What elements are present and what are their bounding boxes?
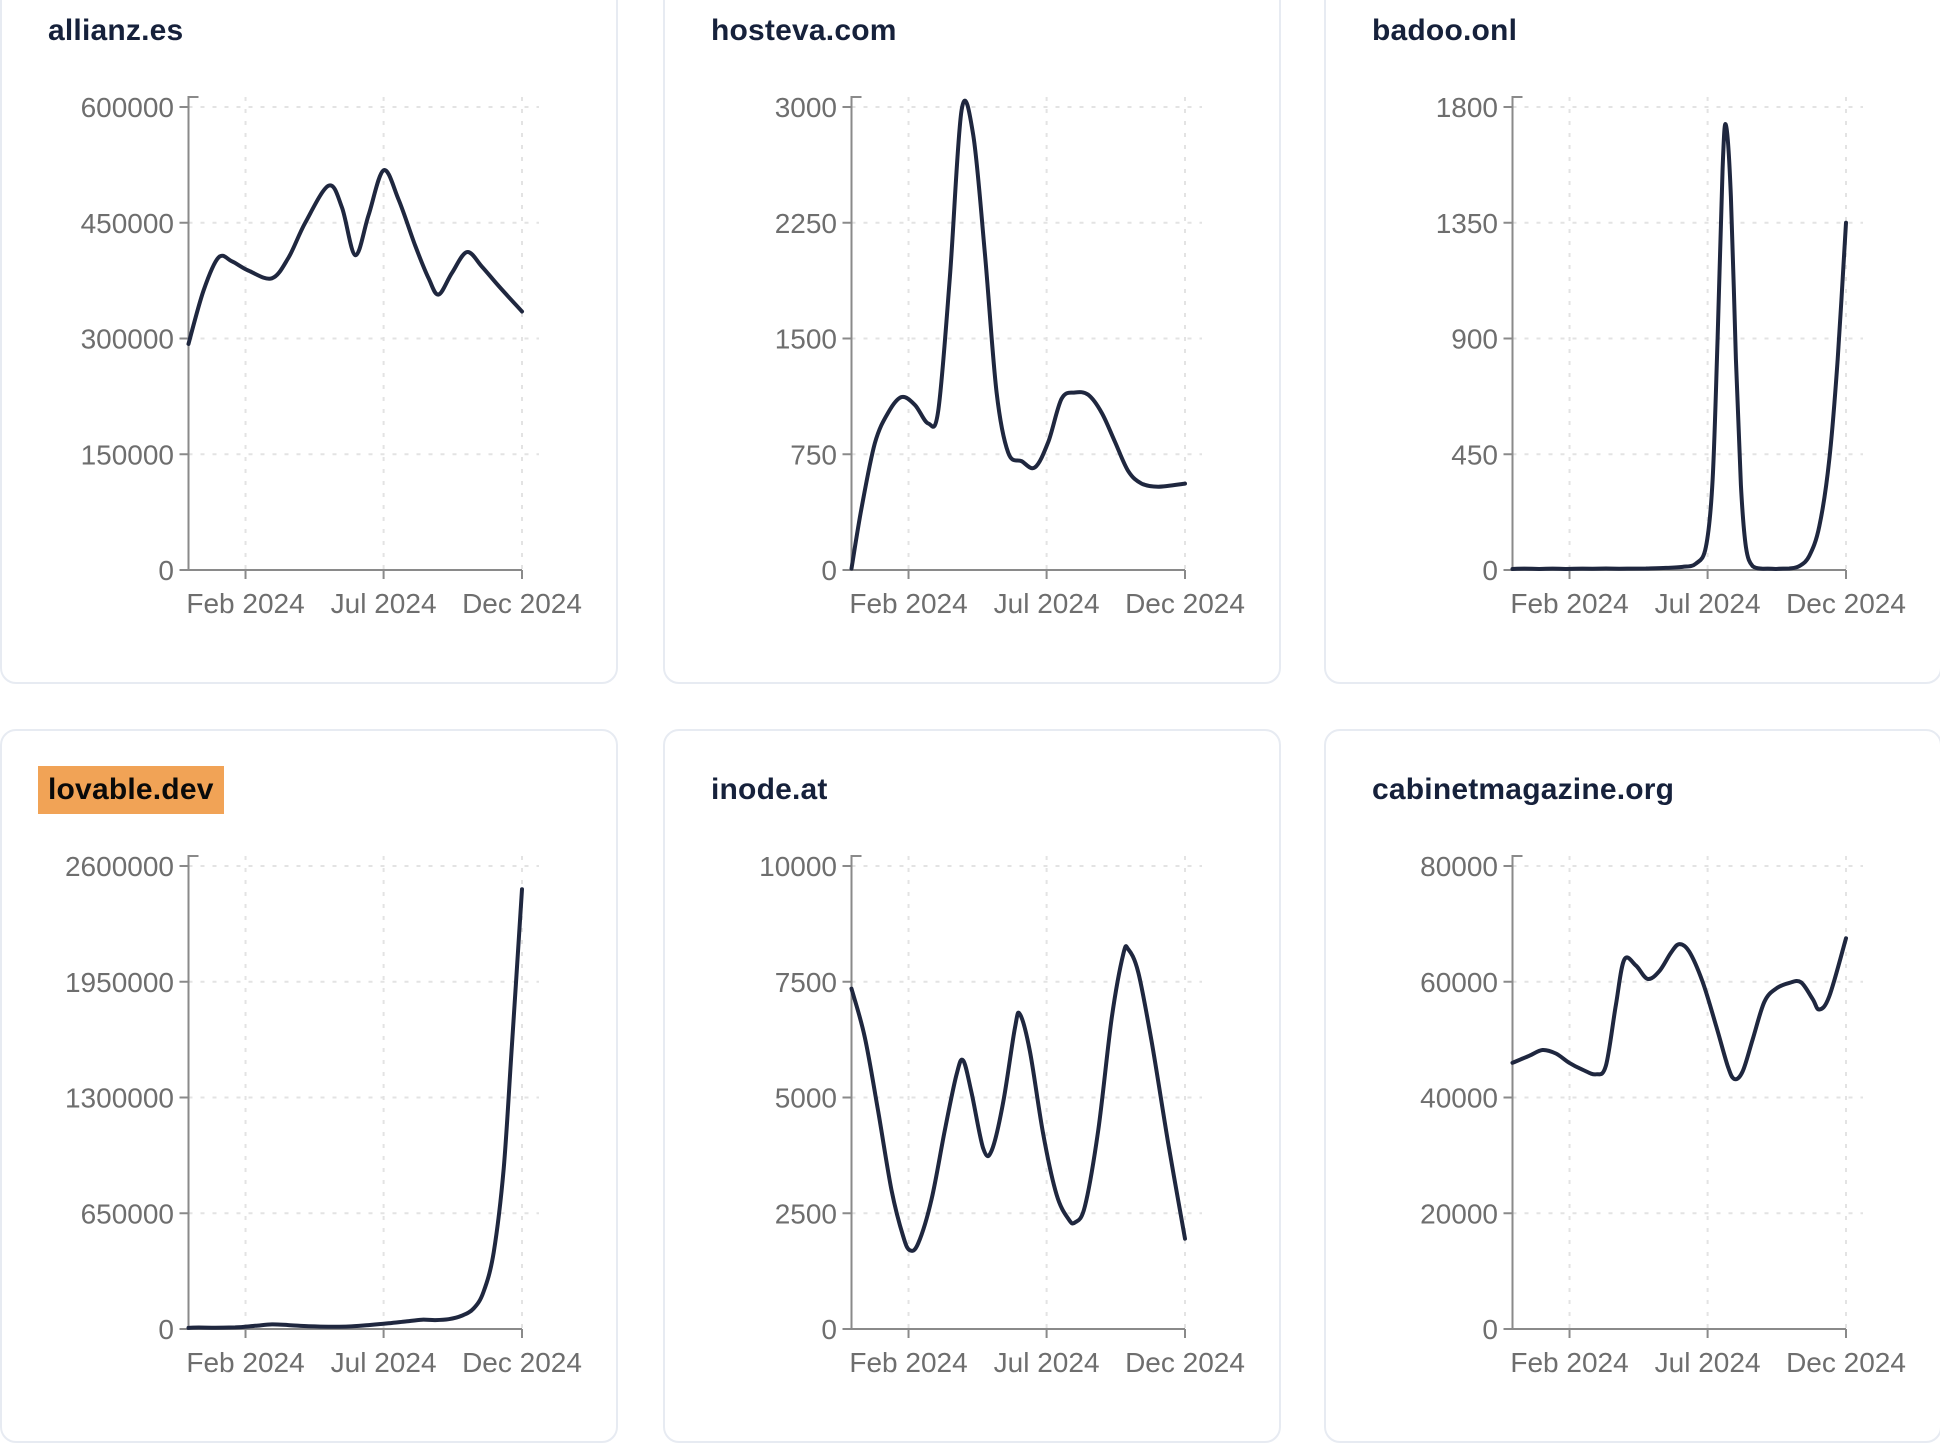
axis-labels: 0 750 1500 2250 3000 Feb 2024 Jul 2024 Dec 2024 xyxy=(775,92,1245,619)
y-tick-label: 0 xyxy=(1482,1314,1498,1345)
axes xyxy=(179,855,523,1338)
line-chart: 0 2500 5000 7500 10000 Feb 2024 Jul 2024 Dec 20… xyxy=(759,851,1245,1378)
chart-title-text: cabinetmagazine.org xyxy=(1372,773,1675,806)
x-tick-label: Jul 2024 xyxy=(331,1347,437,1378)
x-tick-label: Jul 2024 xyxy=(331,588,437,619)
grid-lines xyxy=(851,856,1202,1329)
grid-lines xyxy=(188,97,539,570)
y-tick-label: 40000 xyxy=(1420,1083,1498,1114)
y-tick-label: 450 xyxy=(1451,439,1498,470)
x-tick-label: Feb 2024 xyxy=(1510,588,1628,619)
x-tick-label: Feb 2024 xyxy=(1510,1347,1628,1378)
axes xyxy=(1503,855,1847,1338)
x-tick-label: Dec 2024 xyxy=(1786,588,1906,619)
x-tick-label: Feb 2024 xyxy=(849,1347,967,1378)
chart-title: lovable.dev xyxy=(38,766,224,814)
chart-title-text: hosteva.com xyxy=(711,14,897,47)
chart-card: cabinetmagazine.org 0 20000 40000 60000 8000… xyxy=(1324,729,1940,1443)
y-tick-label: 900 xyxy=(1451,324,1498,355)
y-tick-label: 1500 xyxy=(775,324,837,355)
y-tick-label: 20000 xyxy=(1420,1198,1498,1229)
x-tick-label: Jul 2024 xyxy=(994,588,1100,619)
y-tick-label: 2600000 xyxy=(65,851,174,882)
axis-labels: 0 650000 1300000 1950000 2600000 Feb 2024 Jul … xyxy=(65,851,582,1378)
line-chart: 0 450 900 1350 1800 Feb 2024 Jul 2024 Dec 2024 xyxy=(1436,92,1906,619)
x-tick-label: Dec 2024 xyxy=(462,1347,582,1378)
y-tick-label: 750 xyxy=(790,439,837,470)
y-tick-label: 1300000 xyxy=(65,1083,174,1114)
x-tick-label: Feb 2024 xyxy=(849,588,967,619)
y-tick-label: 450000 xyxy=(81,208,174,239)
y-tick-label: 150000 xyxy=(81,439,174,470)
x-tick-label: Dec 2024 xyxy=(1125,588,1245,619)
series-line xyxy=(1510,936,1848,1082)
y-tick-label: 60000 xyxy=(1420,967,1498,998)
y-tick-label: 10000 xyxy=(759,851,837,882)
axes xyxy=(179,96,523,579)
y-tick-label: 7500 xyxy=(775,967,837,998)
x-tick-label: Dec 2024 xyxy=(1786,1347,1906,1378)
series-line xyxy=(186,887,524,1330)
y-tick-label: 650000 xyxy=(81,1198,174,1229)
line-chart: 0 150000 300000 450000 600000 Feb 2024 Jul 202… xyxy=(81,92,582,619)
x-tick-label: Jul 2024 xyxy=(1655,588,1761,619)
series-line xyxy=(849,944,1187,1253)
x-tick-label: Feb 2024 xyxy=(186,1347,304,1378)
y-tick-label: 300000 xyxy=(81,324,174,355)
axis-labels: 0 150000 300000 450000 600000 Feb 2024 Jul 202… xyxy=(81,92,582,619)
chart-title: badoo.onl xyxy=(1372,12,1517,50)
grid-lines xyxy=(851,97,1202,570)
x-tick-label: Dec 2024 xyxy=(1125,1347,1245,1378)
x-tick-label: Jul 2024 xyxy=(994,1347,1100,1378)
chart-card: hosteva.com 0 750 1500 2250 3000 Feb 2024 Jul … xyxy=(663,0,1281,684)
chart-title-text: allianz.es xyxy=(48,14,184,47)
x-tick-label: Feb 2024 xyxy=(186,588,304,619)
grid-lines xyxy=(188,856,539,1329)
y-tick-label: 0 xyxy=(158,555,174,586)
chart-card: inode.at 0 2500 5000 7500 10000 Feb 2024 Jul 2… xyxy=(663,729,1281,1443)
grid-lines xyxy=(1512,97,1863,570)
chart-card: lovable.dev 0 650000 1300000 1950000 2600000… xyxy=(0,729,618,1443)
chart-title-text: badoo.onl xyxy=(1372,14,1518,47)
axis-labels: 0 450 900 1350 1800 Feb 2024 Jul 2024 Dec 2024 xyxy=(1436,92,1906,619)
chart-title: inode.at xyxy=(711,771,828,809)
chart-title-text: inode.at xyxy=(711,773,828,806)
axes xyxy=(842,96,1186,579)
chart-card: badoo.onl 0 450 900 1350 1800 Feb 2024 Jul 202… xyxy=(1324,0,1940,684)
chart-title-text: lovable.dev xyxy=(38,766,224,814)
grid-lines xyxy=(1512,856,1863,1329)
axis-labels: 0 2500 5000 7500 10000 Feb 2024 Jul 2024 Dec 20… xyxy=(759,851,1245,1378)
chart-title: cabinetmagazine.org xyxy=(1372,771,1674,809)
line-chart: 0 750 1500 2250 3000 Feb 2024 Jul 2024 Dec 2024 xyxy=(775,92,1245,619)
y-tick-label: 3000 xyxy=(775,92,837,123)
line-chart: 0 650000 1300000 1950000 2600000 Feb 2024 Jul … xyxy=(65,851,582,1378)
y-tick-label: 0 xyxy=(821,555,837,586)
y-tick-label: 2250 xyxy=(775,208,837,239)
axis-labels: 0 20000 40000 60000 80000 Feb 2024 Jul 2024 Dec… xyxy=(1420,851,1906,1378)
y-tick-label: 1800 xyxy=(1436,92,1498,123)
series-line xyxy=(849,98,1187,571)
y-tick-label: 1350 xyxy=(1436,208,1498,239)
y-tick-label: 0 xyxy=(158,1314,174,1345)
series-line xyxy=(186,168,524,346)
chart-card: allianz.es 0 150000 300000 450000 600000 Feb … xyxy=(0,0,618,684)
x-tick-label: Dec 2024 xyxy=(462,588,582,619)
y-tick-label: 5000 xyxy=(775,1083,837,1114)
chart-title: allianz.es xyxy=(48,12,183,50)
y-tick-label: 600000 xyxy=(81,92,174,123)
y-tick-label: 0 xyxy=(1482,555,1498,586)
y-tick-label: 0 xyxy=(821,1314,837,1345)
y-tick-label: 80000 xyxy=(1420,851,1498,882)
series-line xyxy=(1510,122,1848,571)
y-tick-label: 2500 xyxy=(775,1198,837,1229)
x-tick-label: Jul 2024 xyxy=(1655,1347,1761,1378)
axes xyxy=(842,855,1186,1338)
axes xyxy=(1503,96,1847,579)
chart-title: hosteva.com xyxy=(711,12,897,50)
line-chart: 0 20000 40000 60000 80000 Feb 2024 Jul 2024 Dec… xyxy=(1420,851,1906,1378)
y-tick-label: 1950000 xyxy=(65,967,174,998)
